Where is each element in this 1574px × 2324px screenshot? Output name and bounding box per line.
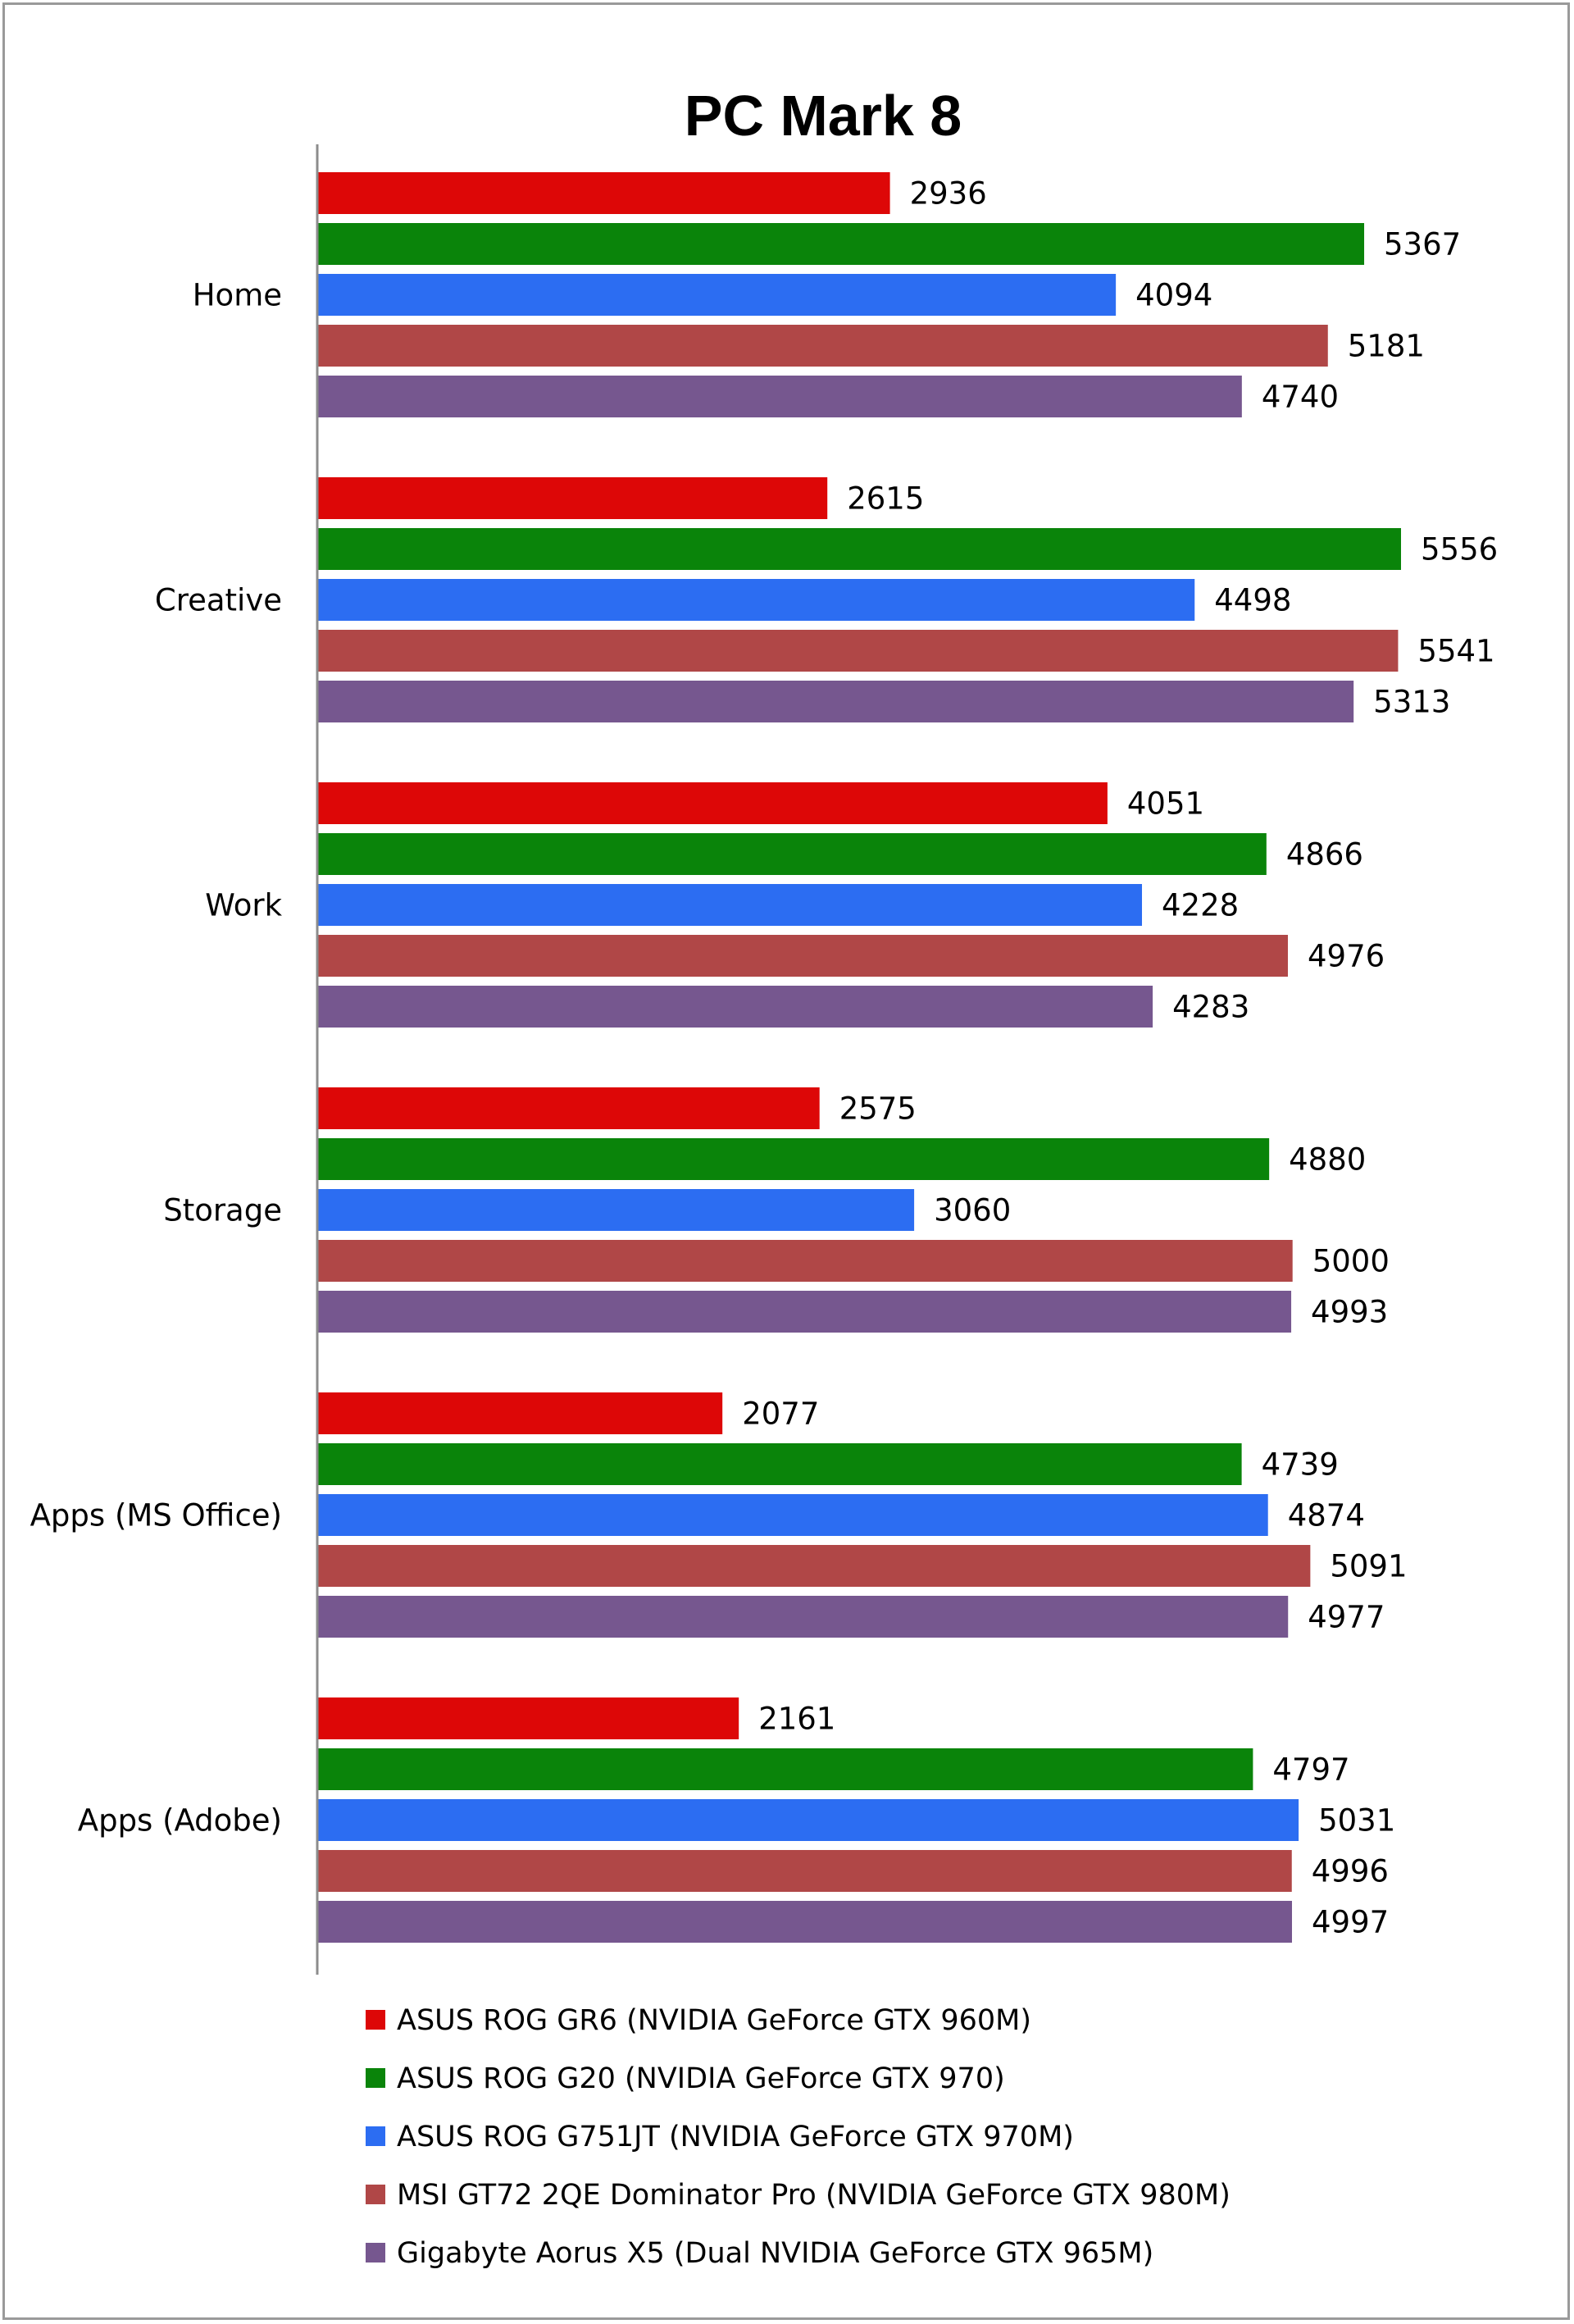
value-label-creative-series-1: 2615	[847, 481, 924, 517]
bar-apps-ms-office-series-4	[317, 1545, 1311, 1587]
value-label-apps-ms-office-series-2: 4739	[1262, 1447, 1339, 1483]
bar-creative-series-4	[317, 630, 1399, 672]
value-label-apps-adobe-series-5: 4997	[1312, 1905, 1389, 1940]
legend-swatch-1	[366, 2010, 385, 2030]
bar-home-series-4	[317, 325, 1328, 367]
value-label-creative-series-2: 5556	[1421, 532, 1498, 567]
bar-home-series-5	[317, 376, 1242, 417]
category-label-creative: Creative	[155, 583, 282, 618]
bar-storage-series-2	[317, 1138, 1270, 1180]
category-labels-layer: Home Creative Work Storage Apps (MS Office) A…	[30, 278, 283, 1839]
value-label-apps-adobe-series-2: 4797	[1272, 1752, 1349, 1788]
bar-work-series-1	[317, 782, 1108, 824]
value-label-apps-adobe-series-1: 2161	[758, 1702, 835, 1737]
bar-creative-series-2	[317, 528, 1401, 570]
bar-home-series-1	[317, 172, 890, 214]
value-label-work-series-4: 4976	[1308, 939, 1385, 974]
bar-home-series-3	[317, 274, 1117, 316]
bar-work-series-5	[317, 986, 1153, 1028]
bar-apps-adobe-series-2	[317, 1748, 1253, 1790]
value-label-storage-series-1: 2575	[839, 1091, 917, 1127]
bar-apps-adobe-series-3	[317, 1799, 1299, 1841]
value-label-work-series-1: 4051	[1127, 786, 1204, 822]
bar-apps-ms-office-series-2	[317, 1443, 1242, 1485]
bar-apps-ms-office-series-1	[317, 1392, 723, 1434]
value-label-apps-ms-office-series-5: 4977	[1308, 1600, 1385, 1635]
category-label-apps-ms-office: Apps (MS Office)	[30, 1498, 282, 1533]
bar-apps-adobe-series-1	[317, 1697, 739, 1739]
value-label-work-series-3: 4228	[1162, 888, 1239, 923]
legend-swatch-2	[366, 2068, 385, 2088]
bar-storage-series-1	[317, 1087, 820, 1129]
category-label-home: Home	[193, 278, 282, 313]
value-label-work-series-5: 4283	[1172, 990, 1249, 1025]
legend-label-5: Gigabyte Aorus X5 (Dual NVIDIA GeForce G…	[397, 2237, 1153, 2270]
value-labels-layer: 2936 5367 4094 5181 4740 2615 5556 4498 5541 5313…	[742, 176, 1498, 1940]
bar-storage-series-4	[317, 1240, 1293, 1282]
value-label-creative-series-5: 5313	[1373, 685, 1450, 720]
legend-label-3: ASUS ROG G751JT (NVIDIA GeForce GTX 970M…	[397, 2121, 1074, 2153]
chart-canvas: PC Mark 8 2936 5367 4094 5181 4740 2615 5556 44…	[30, 84, 1499, 2270]
bar-apps-ms-office-series-5	[317, 1596, 1289, 1638]
value-label-storage-series-4: 5000	[1312, 1244, 1390, 1279]
value-label-creative-series-4: 5541	[1417, 634, 1494, 669]
bar-creative-series-5	[317, 681, 1354, 722]
value-label-storage-series-3: 3060	[934, 1193, 1011, 1228]
legend: ASUS ROG GR6 (NVIDIA GeForce GTX 960M) AS…	[366, 2004, 1231, 2270]
bar-apps-ms-office-series-3	[317, 1494, 1268, 1536]
bars-layer	[317, 172, 1401, 1943]
bar-work-series-3	[317, 884, 1143, 926]
legend-swatch-3	[366, 2126, 385, 2146]
category-label-apps-adobe: Apps (Adobe)	[78, 1803, 282, 1839]
legend-label-4: MSI GT72 2QE Dominator Pro (NVIDIA GeFor…	[397, 2179, 1231, 2212]
legend-swatch-4	[366, 2185, 385, 2204]
legend-label-1: ASUS ROG GR6 (NVIDIA GeForce GTX 960M)	[397, 2004, 1031, 2037]
bar-storage-series-5	[317, 1291, 1292, 1333]
value-label-storage-series-5: 4993	[1311, 1295, 1388, 1330]
value-label-home-series-5: 4740	[1262, 380, 1339, 415]
value-label-home-series-1: 2936	[910, 176, 987, 212]
category-label-storage: Storage	[163, 1193, 282, 1228]
value-label-apps-ms-office-series-4: 5091	[1330, 1549, 1407, 1584]
bar-home-series-2	[317, 223, 1365, 265]
legend-label-2: ASUS ROG G20 (NVIDIA GeForce GTX 970)	[397, 2062, 1005, 2095]
bar-apps-adobe-series-5	[317, 1901, 1292, 1943]
value-label-apps-ms-office-series-3: 4874	[1288, 1498, 1365, 1533]
bar-creative-series-3	[317, 579, 1195, 621]
value-label-home-series-3: 4094	[1135, 278, 1212, 313]
value-label-home-series-2: 5367	[1384, 227, 1461, 262]
value-label-apps-adobe-series-3: 5031	[1318, 1803, 1395, 1839]
value-label-storage-series-2: 4880	[1289, 1142, 1366, 1178]
bar-creative-series-1	[317, 477, 828, 519]
bar-work-series-2	[317, 833, 1267, 875]
value-label-apps-adobe-series-4: 4996	[1312, 1854, 1389, 1889]
category-label-work: Work	[205, 888, 282, 923]
bar-work-series-4	[317, 935, 1288, 977]
value-label-apps-ms-office-series-1: 2077	[742, 1397, 819, 1432]
value-label-home-series-4: 5181	[1348, 329, 1425, 364]
value-label-creative-series-3: 4498	[1214, 583, 1291, 618]
value-label-work-series-2: 4866	[1286, 837, 1363, 873]
bar-apps-adobe-series-4	[317, 1850, 1292, 1892]
chart-title: PC Mark 8	[685, 84, 962, 148]
legend-swatch-5	[366, 2243, 385, 2262]
bar-storage-series-3	[317, 1189, 915, 1231]
